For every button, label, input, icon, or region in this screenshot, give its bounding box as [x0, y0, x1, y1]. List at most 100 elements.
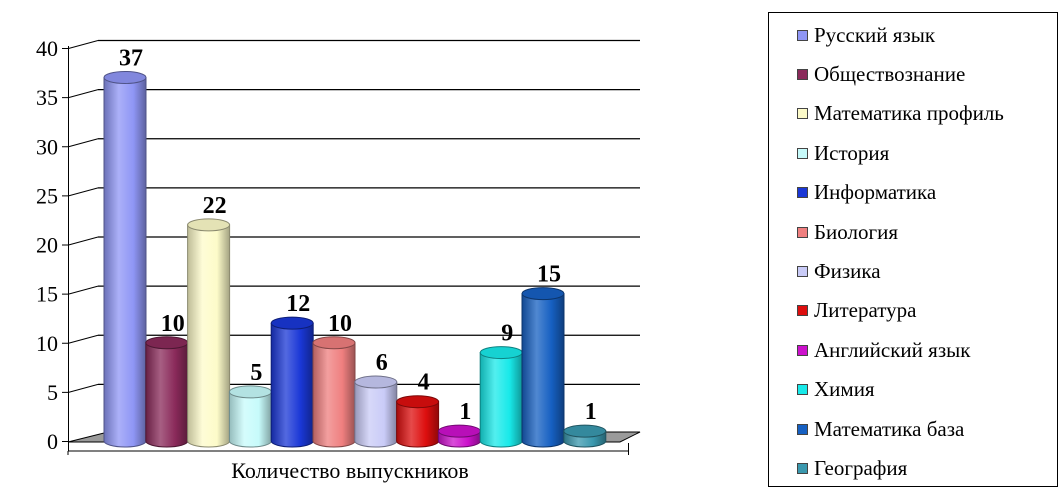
- data-label: 6: [376, 350, 388, 376]
- data-label: 15: [537, 262, 561, 288]
- gridline-connector: [68, 138, 99, 148]
- bar-top: [563, 424, 607, 438]
- y-tick-label: 25: [36, 183, 58, 208]
- legend-label: Русский язык: [814, 22, 936, 47]
- gridline-connector: [68, 89, 99, 99]
- legend-label: Физика: [814, 258, 881, 283]
- legend-swatch: [797, 68, 808, 80]
- legend-item: Информатика: [797, 178, 936, 208]
- bar-body: [312, 342, 356, 448]
- legend: Русский язык Обществознание Математика про…: [768, 12, 1058, 487]
- legend-item: Математика база: [797, 414, 964, 444]
- legend-label: Информатика: [814, 180, 937, 205]
- y-tick-label: 20: [36, 233, 58, 258]
- bar: [479, 346, 523, 448]
- bar-top: [479, 346, 523, 360]
- legend-label: Английский язык: [814, 337, 971, 362]
- gridline-connector: [68, 40, 99, 49]
- bar: [437, 424, 481, 448]
- legend-swatch: [797, 147, 808, 159]
- bar-top: [437, 424, 481, 438]
- legend-label: История: [814, 140, 890, 165]
- bar-body: [187, 224, 231, 448]
- y-tick-label: 35: [36, 85, 58, 110]
- legend-label: Биология: [814, 219, 899, 244]
- bar: [563, 424, 607, 448]
- bar-body: [270, 322, 314, 448]
- bar: [396, 395, 440, 448]
- gridline-connector: [68, 383, 99, 393]
- data-label: 22: [203, 193, 227, 219]
- y-tick-label: 15: [36, 282, 58, 307]
- y-tick-label: 0: [47, 429, 58, 454]
- legend-swatch: [797, 226, 808, 238]
- legend-item: Литература: [797, 296, 916, 326]
- data-label: 1: [459, 399, 471, 425]
- bar: [270, 316, 314, 448]
- legend-item: География: [797, 453, 907, 483]
- bar-top: [354, 375, 398, 389]
- bar-top: [103, 70, 147, 84]
- legend-label: География: [814, 455, 908, 480]
- bar-top: [312, 336, 356, 350]
- legend-swatch: [797, 305, 808, 317]
- bar-body: [145, 342, 189, 448]
- bar-body: [103, 76, 147, 448]
- y-tick-label: 30: [36, 134, 58, 159]
- x-category-label: Количество выпускников: [231, 458, 469, 483]
- bar-body: [354, 381, 398, 448]
- data-label: 1: [585, 399, 597, 425]
- bar: [187, 218, 231, 448]
- bar: [521, 287, 565, 448]
- gridline-connector: [68, 187, 99, 197]
- bar-body: [396, 401, 440, 448]
- legend-item: Русский язык: [797, 20, 935, 50]
- bar-chart: 0 5 10 15 20 25 30 35 40 37 10 22 5 12 10 6 4 1 9 15 1: [36, 36, 641, 455]
- legend-label: Математика база: [814, 416, 965, 441]
- bar: [354, 375, 398, 448]
- legend-item: Химия: [797, 375, 875, 405]
- bar-top: [145, 336, 189, 350]
- bar: [145, 336, 189, 448]
- legend-swatch: [797, 344, 808, 356]
- bar: [228, 385, 272, 448]
- y-tick-label: 5: [47, 380, 58, 405]
- gridline-connector: [68, 236, 99, 246]
- bar-body: [521, 293, 565, 448]
- legend-item: Физика: [797, 256, 881, 286]
- y-tick-label: 40: [36, 36, 58, 61]
- legend-item: Английский язык: [797, 335, 970, 365]
- data-label: 10: [328, 311, 352, 337]
- data-label: 10: [161, 311, 185, 337]
- legend-swatch: [797, 384, 808, 396]
- bar-top: [396, 395, 440, 409]
- gridline-connector: [68, 285, 99, 295]
- legend-swatch: [797, 29, 808, 41]
- legend-swatch: [797, 462, 808, 474]
- bar: [103, 70, 147, 448]
- legend-label: Обществознание: [814, 61, 966, 86]
- data-label: 5: [250, 360, 262, 386]
- legend-label: Литература: [814, 298, 917, 323]
- legend-swatch: [797, 108, 808, 120]
- data-label: 9: [501, 321, 513, 347]
- data-label: 37: [119, 45, 143, 71]
- legend-swatch: [797, 187, 808, 199]
- bar-body: [228, 391, 272, 448]
- bar-top: [228, 385, 272, 399]
- data-label: 4: [418, 370, 430, 396]
- y-tick-label: 10: [36, 331, 58, 356]
- bar-top: [187, 218, 231, 232]
- legend-swatch: [797, 423, 808, 435]
- legend-item: Обществознание: [797, 59, 965, 89]
- bar-body: [479, 352, 523, 448]
- data-label: 12: [286, 291, 310, 317]
- legend-item: Биология: [797, 217, 898, 247]
- gridline-connector: [68, 334, 99, 344]
- legend-label: Химия: [814, 377, 875, 402]
- bar-top: [521, 287, 565, 301]
- legend-item: История: [797, 138, 889, 168]
- bar-top: [270, 316, 314, 330]
- legend-item: Математика профиль: [797, 99, 1004, 129]
- legend-swatch: [797, 265, 808, 277]
